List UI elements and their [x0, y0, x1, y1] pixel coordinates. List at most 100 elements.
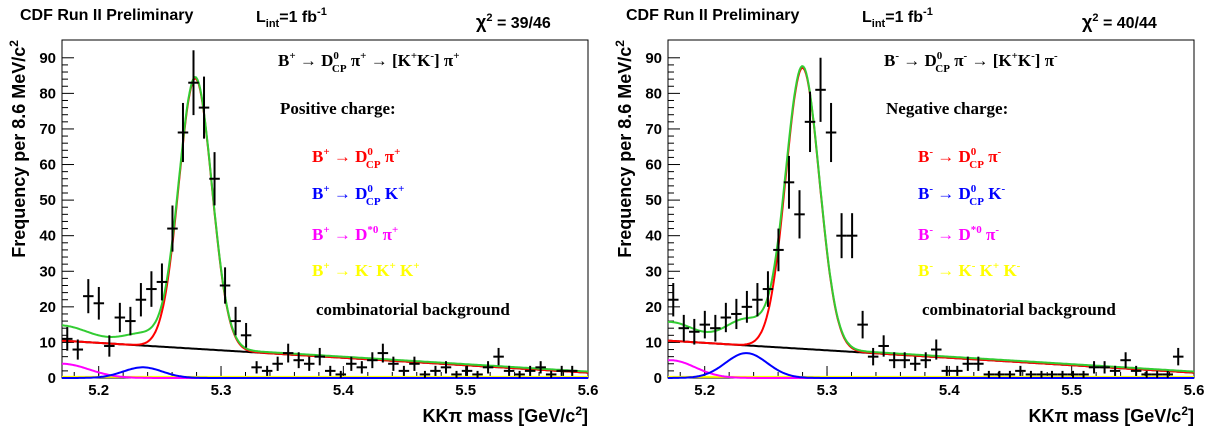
data-point	[752, 283, 763, 317]
header-label: CDF Run II Preliminary	[626, 7, 799, 24]
data-point	[493, 347, 504, 366]
legend-entry: combinatorial background	[922, 300, 1116, 319]
data-point	[198, 76, 210, 139]
data-point	[451, 370, 462, 378]
x-tick-label: 5.2	[88, 382, 109, 399]
legend-entry: B- → D*0 π-	[918, 224, 999, 244]
data-point	[867, 347, 879, 366]
y-tick-label: 20	[645, 299, 662, 316]
data-point	[783, 155, 795, 209]
data-point	[994, 370, 1005, 378]
y-tick-label: 70	[645, 121, 662, 138]
legend-title: Positive charge:	[280, 99, 396, 118]
data-point	[899, 352, 910, 369]
data-point	[314, 347, 325, 366]
data-point	[720, 302, 732, 333]
y-tick-label: 90	[39, 50, 56, 67]
x-tick-label: 5.3	[211, 382, 232, 399]
data-point	[114, 302, 126, 333]
data-point	[762, 271, 774, 307]
y-tick-label: 50	[39, 192, 56, 209]
data-point	[83, 279, 94, 314]
curve-dcp-k	[62, 366, 588, 379]
chart-panel-positive: CDF Run II Preliminary Lint=1 fb-1 χ2 = 39…	[0, 0, 605, 429]
data-point	[535, 361, 546, 374]
x-tick-label: 5.4	[333, 382, 355, 399]
data-point	[503, 365, 515, 376]
x-tick-label: 5.5	[455, 382, 476, 399]
data-point	[741, 290, 753, 323]
x-axis-label: KKπ mass [GeV/c2]	[422, 404, 588, 426]
data-point	[804, 91, 816, 153]
data-point	[1088, 361, 1100, 374]
data-point	[878, 335, 889, 357]
data-point	[1109, 365, 1121, 376]
data-point	[825, 102, 837, 163]
y-tick-label: 10	[39, 334, 56, 351]
data-point	[430, 365, 441, 376]
data-point	[931, 339, 942, 360]
data-point	[293, 352, 304, 369]
data-point	[1141, 370, 1152, 378]
data-point	[440, 361, 452, 374]
lumi-label: Lint=1 fb-1	[862, 6, 933, 30]
data-point	[524, 365, 536, 376]
data-point	[1151, 370, 1163, 378]
curve-total-fit	[61, 75, 589, 373]
header-label: CDF Run II Preliminary	[20, 7, 193, 24]
data-point	[219, 267, 231, 304]
data-point	[230, 306, 241, 336]
data-point	[282, 343, 294, 363]
data-point	[177, 102, 189, 163]
plot-frame	[61, 39, 589, 379]
y-tick-label: 80	[645, 85, 662, 102]
y-tick-label: 50	[645, 192, 662, 209]
data-point	[367, 352, 378, 369]
legend-entry: B- → K- K+ K-	[918, 260, 1021, 280]
data-point	[773, 228, 784, 272]
data-point	[888, 352, 900, 369]
data-point	[125, 306, 136, 336]
x-tick-label: 5.3	[817, 382, 838, 399]
data-point	[261, 365, 273, 376]
y-axis-label: Frequency per 8.6 MeV/c2	[613, 40, 635, 258]
data-point	[545, 370, 557, 378]
data-point	[794, 190, 805, 239]
data-point	[983, 370, 995, 378]
x-tick-label: 5.5	[1061, 382, 1082, 399]
chi2-label: χ2 = 39/46	[476, 12, 551, 32]
curve-dcp-k	[668, 352, 1194, 379]
data-point	[472, 370, 483, 378]
data-point	[346, 356, 357, 371]
data-point	[566, 365, 578, 376]
data-point	[1036, 370, 1047, 378]
data-point	[1057, 370, 1068, 378]
data-point	[1004, 370, 1016, 378]
data-point	[699, 310, 711, 339]
data-point	[836, 213, 847, 259]
data-point	[1025, 370, 1037, 378]
data-point	[962, 356, 974, 371]
data-point	[93, 286, 105, 320]
decay-chain-label: B+ → D0 CP π+ → [K+K-] π+	[278, 50, 460, 75]
data-point	[356, 361, 368, 374]
data-point	[857, 310, 868, 339]
y-tick-label: 10	[645, 334, 662, 351]
data-point	[482, 361, 494, 374]
data-point	[461, 365, 473, 376]
y-tick-label: 30	[39, 263, 56, 280]
legend-entry: B- → D0 CP π-	[918, 146, 1002, 171]
decay-chain-label: B- → D0 CP π- → [K+K-] π-	[884, 50, 1058, 75]
x-axis-label: KKπ mass [GeV/c2]	[1028, 404, 1194, 426]
chart-negative: CDF Run II Preliminary Lint=1 fb-1 χ2 = 40…	[613, 6, 1205, 426]
legend-title: Negative charge:	[886, 99, 1008, 118]
chart-positive: CDF Run II Preliminary Lint=1 fb-1 χ2 = 39…	[7, 6, 598, 426]
legend-entry: B- → D0 CP K-	[918, 183, 1005, 208]
data-point	[909, 356, 921, 371]
y-tick-label: 40	[39, 228, 56, 245]
legend-entry: B+ → D*0 π+	[312, 224, 398, 244]
data-point	[188, 50, 199, 116]
y-tick-label: 0	[48, 370, 56, 387]
x-tick-label: 5.6	[1184, 382, 1205, 399]
chart-panel-negative: CDF Run II Preliminary Lint=1 fb-1 χ2 = 40…	[606, 0, 1211, 429]
